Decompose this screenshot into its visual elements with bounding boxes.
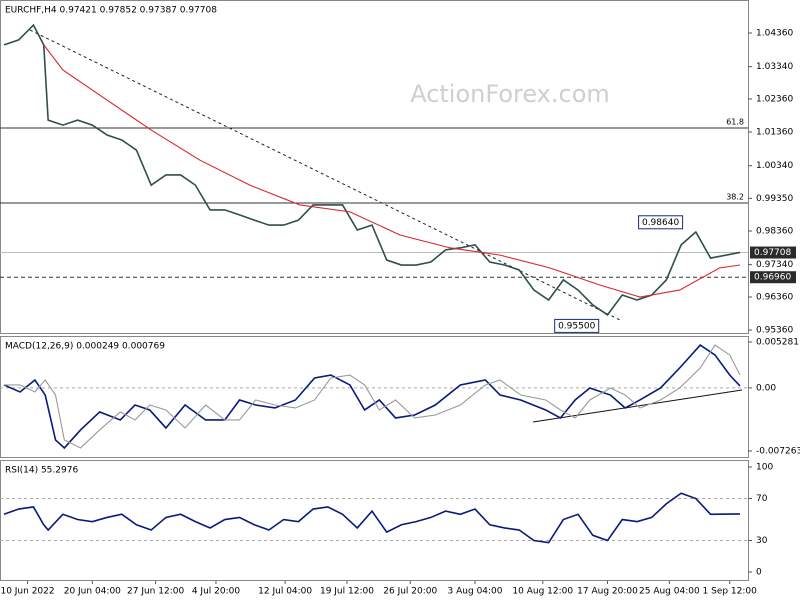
x-tick-label: 3 Aug 04:00 [448, 587, 503, 597]
y-tick-label: 0.00 [756, 383, 776, 393]
x-tick-label: 10 Aug 12:00 [512, 587, 573, 597]
y-tick-label: 1.04360 [756, 29, 793, 39]
panel-title: EURCHF,H4 0.97421 0.97852 0.97387 0.9770… [5, 6, 217, 16]
y-tick-label: 100 [756, 463, 773, 473]
series-line [4, 344, 741, 449]
annotation-box [638, 215, 684, 230]
panel-border [0, 336, 749, 458]
y-tick-label: 30 [756, 536, 768, 546]
current-price-label: 0.97708 [754, 248, 791, 258]
annotation-label: 0.98640 [642, 218, 679, 228]
x-tick-label: 4 Jul 20:00 [192, 587, 241, 597]
y-tick-label: 0.99350 [756, 194, 793, 204]
x-tick-label: 10 Jun 2022 [0, 587, 54, 597]
x-tick-label: 12 Jul 04:00 [258, 587, 312, 597]
y-tick-label: 0.96360 [756, 293, 793, 303]
panel-border [0, 0, 749, 334]
y-tick-label: 1.01360 [756, 128, 793, 138]
y-tick-label: 1.03340 [756, 62, 793, 72]
panel-title: RSI(14) 55.2976 [5, 466, 78, 476]
x-tick-label: 27 Jun 12:00 [127, 587, 184, 597]
y-tick-label: -0.007263 [756, 447, 800, 457]
current-price-box [750, 246, 796, 259]
series-line [3, 492, 741, 544]
watermark: ActionForex.com [410, 80, 610, 108]
annotation-box [554, 318, 600, 333]
x-tick-label: 1 Sep 12:00 [703, 587, 758, 597]
fib-label: 38.2 [726, 192, 744, 201]
y-tick-label: 0.005281 [756, 337, 799, 347]
y-tick-label: 0 [756, 568, 762, 578]
series-line [3, 343, 741, 450]
fib-label: 61.8 [726, 118, 744, 127]
y-tick-label: 0.97340 [756, 260, 793, 270]
support-label: 0.96960 [754, 273, 791, 283]
y-tick-label: 0.98360 [756, 227, 793, 237]
trend-line [29, 29, 621, 321]
panel-title: MACD(12,26,9) 0.000249 0.000769 [5, 342, 165, 352]
x-tick-label: 26 Jul 20:00 [383, 587, 437, 597]
x-tick-label: 19 Jul 12:00 [320, 587, 374, 597]
x-tick-label: 20 Jun 04:00 [64, 587, 121, 597]
y-tick-label: 1.02360 [756, 95, 793, 105]
annotation-label: 0.95500 [558, 321, 595, 331]
panel-border [0, 460, 749, 581]
x-tick-label: 25 Aug 04:00 [639, 587, 700, 597]
series-line [3, 23, 741, 316]
support-box [750, 271, 796, 284]
x-tick-label: 17 Aug 20:00 [577, 587, 638, 597]
y-tick-label: 70 [756, 494, 768, 504]
y-tick-label: 0.95360 [756, 326, 793, 336]
series-line [43, 44, 741, 298]
y-tick-label: 1.00340 [756, 161, 793, 171]
